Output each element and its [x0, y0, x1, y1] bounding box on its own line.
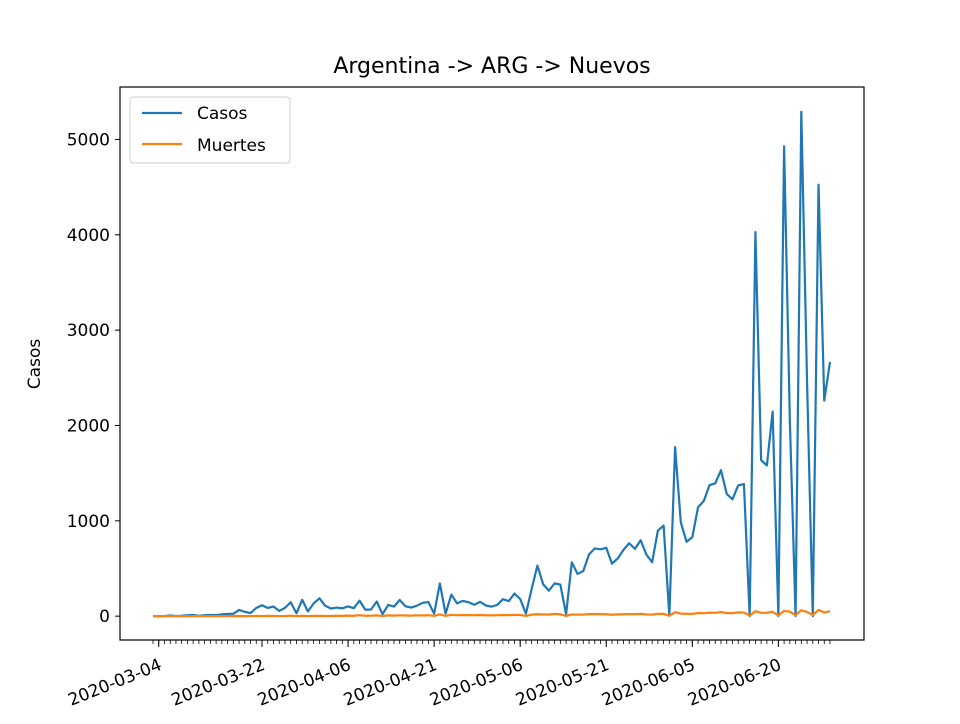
series-line-muertes: [153, 608, 831, 618]
plot-area-frame: [119, 86, 865, 641]
y-tick-label: 2000: [67, 416, 110, 436]
y-tick-label: 3000: [67, 321, 110, 341]
legend: Casos Muertes: [129, 96, 291, 164]
y-tick-label: 4000: [67, 226, 110, 246]
y-tick-label: 5000: [67, 130, 110, 150]
legend-label-muertes: Muertes: [197, 136, 266, 156]
y-tick-label: 0: [99, 607, 110, 627]
chart-title: Argentina -> ARG -> Nuevos: [333, 54, 650, 79]
series-layer: [152, 110, 832, 618]
series-line-casos: [152, 110, 832, 618]
legend-label-casos: Casos: [197, 104, 248, 124]
y-axis-label: Casos: [25, 339, 45, 390]
y-tick-label: 1000: [67, 512, 110, 532]
